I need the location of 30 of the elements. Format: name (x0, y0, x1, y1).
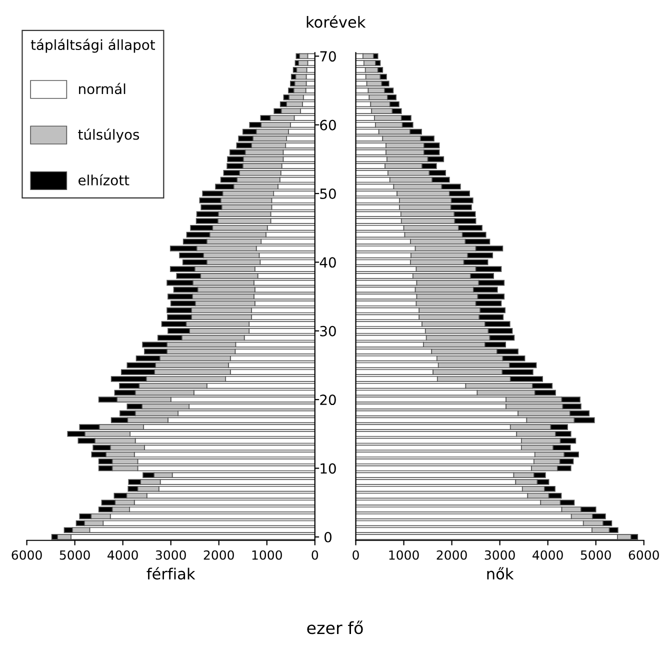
x-tick-label: 4000 (532, 550, 563, 560)
x-tick-label: 2000 (204, 550, 234, 560)
legend-title: tápláltsági állapot (30, 38, 156, 53)
x-axis-title: férfiak (146, 567, 196, 580)
x-tick-label: 3000 (156, 550, 186, 560)
x-tick-label: 0 (352, 550, 359, 560)
x-tick-label: 3000 (484, 550, 515, 560)
x-tick-label: 5000 (580, 550, 611, 560)
y-tick-label: 40 (320, 257, 336, 268)
x-tick-label: 0 (312, 550, 318, 560)
x-tick-label: 6000 (628, 550, 659, 560)
x-tick-label: 4000 (108, 550, 138, 560)
x-tick-label: 2000 (436, 550, 467, 560)
y-tick-label: 0 (324, 532, 332, 542)
x-axis-title: nők (487, 567, 514, 580)
y-tick-label: 50 (320, 188, 336, 199)
x-tick-label: 1000 (252, 550, 282, 560)
y-tick-label: 30 (320, 326, 336, 336)
legend-label: normál (79, 82, 126, 94)
x-tick-label: 6000 (12, 550, 42, 560)
x-tick-label: 5000 (60, 550, 90, 560)
y-tick-label: 60 (320, 120, 336, 130)
y-axis-title: korévek (306, 15, 366, 28)
legend-label: elhízott (78, 174, 130, 186)
legend-label: túlsúlyos (78, 128, 140, 142)
text: ezer fő (307, 620, 363, 634)
y-tick-label: 10 (320, 463, 336, 474)
y-tick-label: 20 (320, 394, 336, 406)
x-tick-label: 1000 (389, 550, 419, 560)
y-tick-label: 70 (320, 51, 336, 62)
